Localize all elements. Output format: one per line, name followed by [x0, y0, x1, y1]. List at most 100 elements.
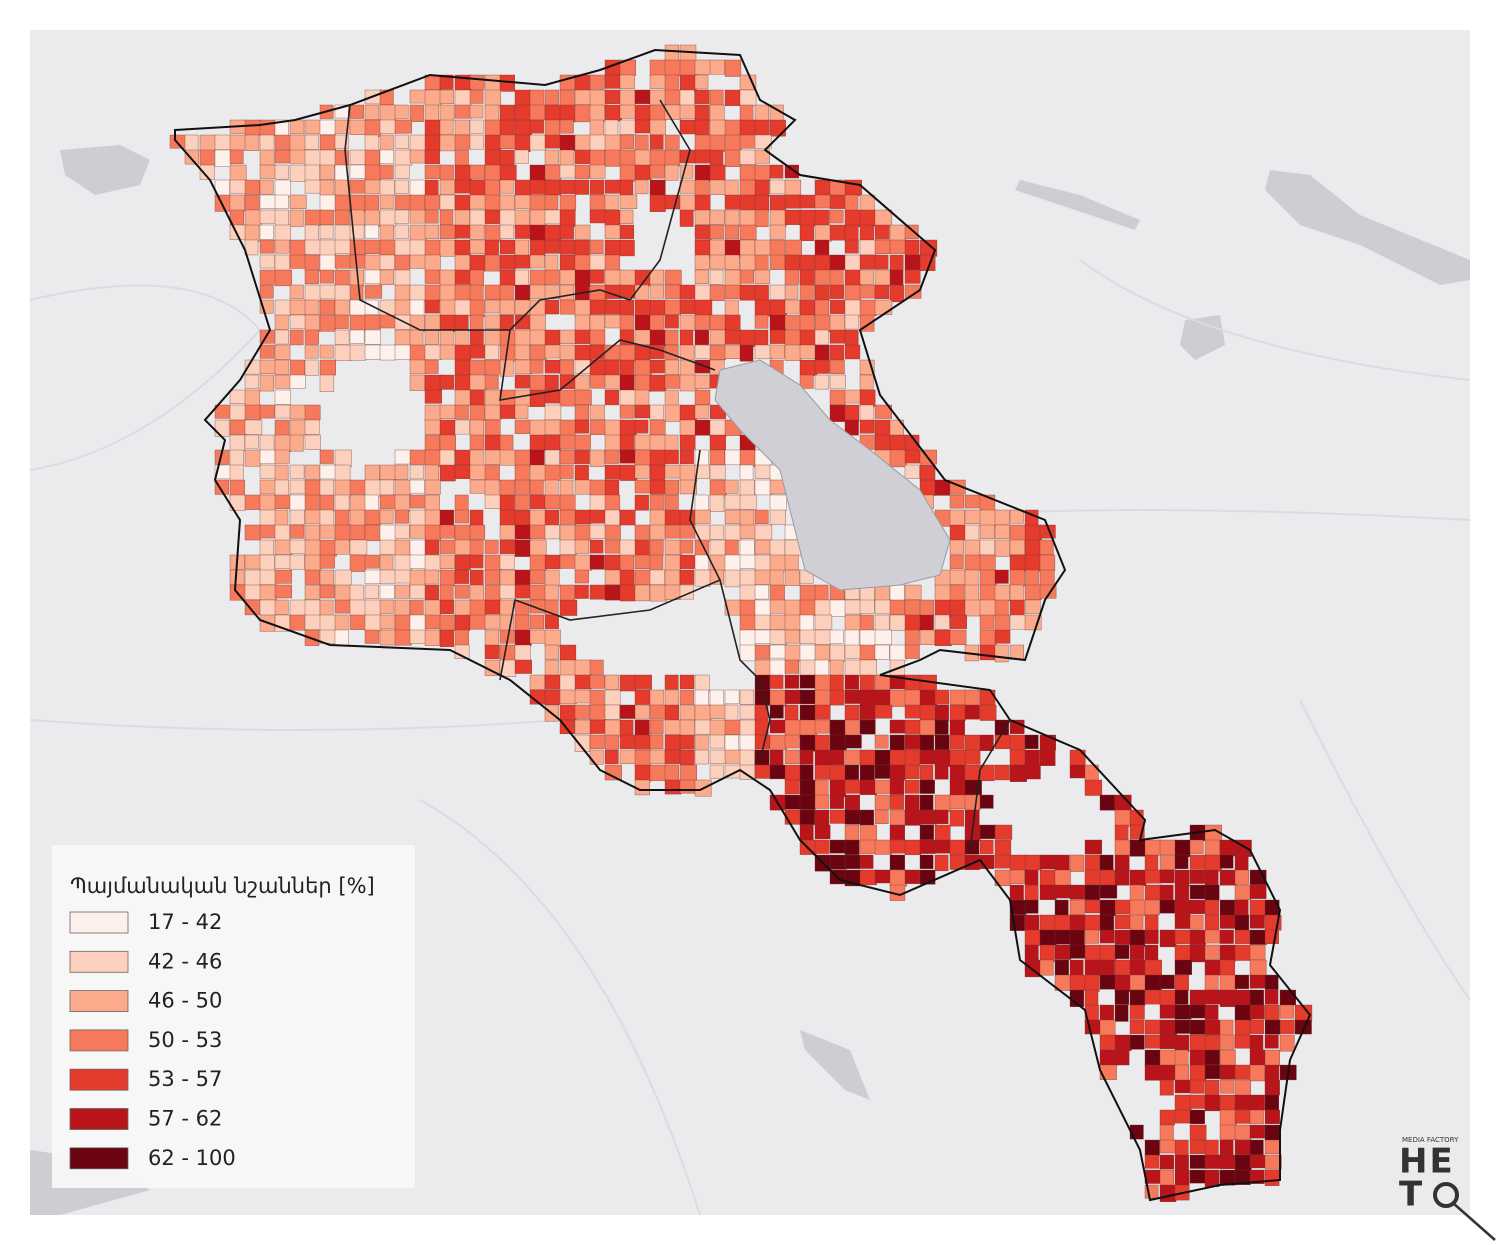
- municipality: [1069, 884, 1086, 900]
- municipality: [484, 284, 501, 300]
- municipality: [904, 584, 922, 600]
- municipality: [469, 104, 484, 119]
- municipality: [514, 224, 532, 239]
- municipality: [589, 479, 607, 497]
- municipality: [544, 644, 559, 660]
- municipality: [664, 704, 680, 722]
- municipality: [1219, 899, 1235, 916]
- municipality: [664, 509, 681, 526]
- municipality: [514, 614, 530, 632]
- municipality: [904, 719, 923, 735]
- municipality: [394, 524, 410, 539]
- municipality: [544, 329, 560, 345]
- municipality: [1234, 1034, 1251, 1049]
- municipality: [679, 749, 695, 765]
- municipality: [274, 359, 289, 375]
- municipality: [709, 464, 726, 480]
- legend-swatch: [69, 950, 129, 973]
- municipality: [1144, 1169, 1162, 1184]
- municipality: [1234, 1139, 1251, 1155]
- municipality: [454, 119, 470, 136]
- municipality: [469, 359, 487, 378]
- municipality: [634, 449, 651, 467]
- municipality: [289, 539, 308, 554]
- municipality: [814, 734, 830, 751]
- municipality: [934, 704, 949, 721]
- municipality: [634, 719, 650, 737]
- municipality: [589, 209, 607, 224]
- municipality: [1129, 839, 1146, 857]
- municipality: [319, 599, 334, 618]
- municipality: [1234, 899, 1249, 917]
- municipality: [844, 389, 862, 404]
- municipality: [409, 224, 427, 242]
- municipality: [334, 344, 352, 361]
- municipality: [1219, 1064, 1237, 1080]
- municipality: [1009, 644, 1024, 660]
- municipality: [1114, 989, 1130, 1005]
- legend-swatch: [69, 1147, 129, 1170]
- municipality: [499, 179, 514, 194]
- municipality: [1234, 914, 1250, 932]
- municipality: [244, 119, 262, 136]
- municipality: [919, 689, 937, 706]
- municipality: [649, 269, 665, 285]
- municipality: [244, 179, 260, 195]
- municipality: [574, 74, 590, 92]
- municipality: [349, 164, 367, 179]
- municipality: [394, 584, 411, 599]
- municipality: [334, 239, 351, 254]
- municipality: [679, 314, 696, 331]
- municipality: [259, 344, 275, 359]
- municipality: [469, 254, 485, 272]
- municipality: [649, 734, 664, 750]
- municipality: [769, 614, 786, 630]
- municipality: [1024, 569, 1040, 588]
- municipality: [529, 419, 546, 437]
- municipality: [259, 479, 276, 495]
- municipality: [379, 164, 394, 180]
- municipality: [334, 539, 350, 555]
- municipality: [499, 239, 517, 255]
- municipality: [409, 449, 426, 465]
- municipality: [739, 224, 757, 240]
- municipality: [664, 734, 681, 751]
- municipality: [559, 104, 577, 123]
- municipality: [1204, 854, 1222, 872]
- municipality: [649, 479, 665, 495]
- municipality: [604, 449, 620, 464]
- municipality: [619, 674, 637, 692]
- municipality: [334, 509, 350, 527]
- municipality: [589, 179, 605, 195]
- municipality: [979, 839, 994, 854]
- municipality: [694, 389, 711, 405]
- municipality: [364, 344, 382, 360]
- municipality: [364, 584, 379, 599]
- municipality: [379, 134, 394, 152]
- municipality: [829, 299, 846, 314]
- municipality: [289, 329, 304, 346]
- municipality: [1084, 839, 1103, 855]
- municipality: [469, 404, 485, 421]
- municipality: [484, 89, 501, 107]
- municipality: [379, 494, 396, 510]
- municipality: [334, 284, 352, 301]
- municipality: [334, 599, 352, 614]
- municipality: [664, 569, 680, 586]
- municipality: [709, 314, 727, 331]
- legend-swatch: [69, 911, 129, 934]
- municipality: [1144, 989, 1162, 1005]
- municipality: [904, 269, 921, 284]
- municipality: [394, 194, 412, 210]
- municipality: [874, 599, 893, 615]
- municipality: [1204, 914, 1220, 931]
- municipality: [784, 329, 802, 347]
- municipality: [274, 539, 293, 555]
- municipality: [964, 809, 980, 826]
- municipality: [709, 89, 724, 107]
- municipality: [1159, 1184, 1177, 1202]
- municipality: [979, 734, 994, 751]
- municipality: [1219, 1049, 1236, 1067]
- municipality: [1174, 869, 1190, 887]
- municipality: [439, 74, 454, 90]
